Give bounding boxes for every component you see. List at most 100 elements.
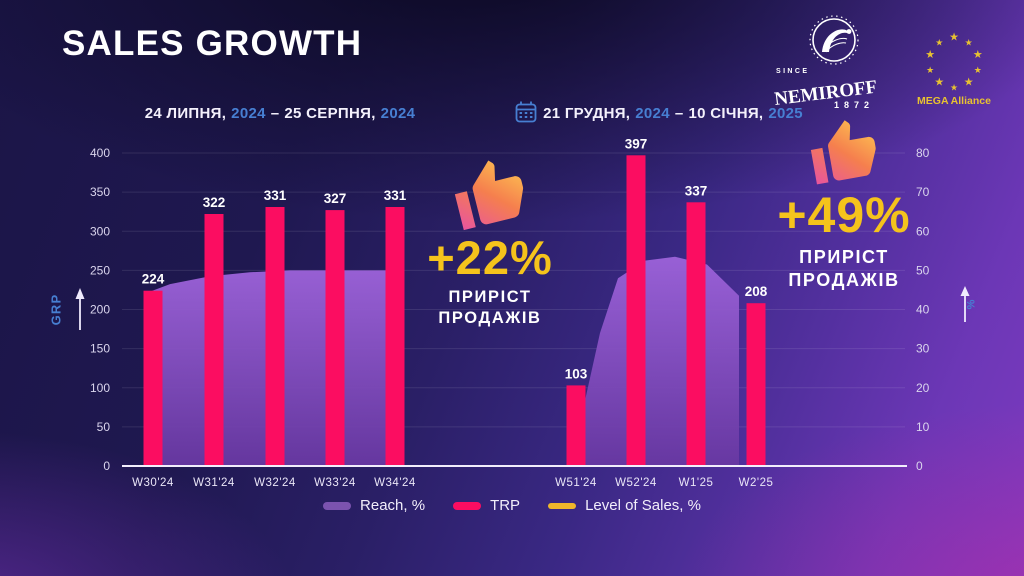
bar-value-label: 224 [142, 272, 165, 287]
star-icon: ★ [973, 49, 983, 61]
legend-item-reach: Reach, % [323, 497, 425, 514]
star-icon: ★ [926, 65, 934, 75]
growth-callout-left: +22% ПРИРІСТ ПРОДАЖІВ [404, 158, 576, 328]
trp-bar [746, 303, 766, 466]
growth-value-right: +49% [777, 187, 911, 243]
period-right-text2: 10 СІЧНЯ, [688, 105, 764, 122]
x-axis-label: W51'24 [555, 477, 597, 489]
legend-label: Reach, % [360, 497, 426, 514]
chart-legend: Reach, % TRP Level of Sales, % [0, 497, 1024, 514]
x-axis-label: W52'24 [615, 477, 657, 489]
trp-bar [686, 202, 706, 467]
left-axis-tick: 400 [90, 146, 110, 160]
legend-item-sales: Level of Sales, % [548, 497, 701, 514]
trp-bar [265, 207, 285, 466]
sales-line-swatch-icon [548, 502, 577, 509]
bar-value-label: 331 [384, 188, 407, 203]
star-icon: ★ [925, 49, 935, 61]
period-left-dash: – [270, 105, 280, 122]
nemiroff-year-text: 1872 [834, 100, 874, 110]
thumbs-up-icon [810, 120, 876, 185]
period-right: 21 ГРУДНЯ, 2024 – 10 СІЧНЯ, 2025 [543, 105, 803, 122]
right-axis-tick: 30 [916, 342, 930, 356]
x-axis-label: W32'24 [254, 477, 296, 489]
period-left: 24 ЛИПНЯ, 2024 – 25 СЕРПНЯ, 2024 [145, 105, 415, 122]
star-icon: ★ [964, 77, 974, 89]
calendar-icon [515, 101, 537, 123]
x-axis-label: W31'24 [193, 477, 235, 489]
star-icon: ★ [974, 65, 982, 75]
right-axis-tick: 0 [916, 459, 923, 473]
right-axis-tick: 20 [916, 381, 930, 395]
right-axis-arrow-icon [960, 286, 970, 322]
period-left-year1: 2024 [231, 105, 266, 122]
trp-swatch-icon [453, 501, 482, 510]
star-icon: ★ [934, 77, 944, 89]
period-right-year1: 2024 [635, 105, 670, 122]
nemiroff-since-text: SINCE [776, 68, 809, 75]
bar-value-label: 397 [625, 136, 648, 151]
x-axis-label: W2'25 [739, 477, 774, 489]
left-axis-tick: 150 [90, 342, 110, 356]
nemiroff-logo: SINCE NEMIROFF 1872 [773, 15, 878, 110]
trp-bar [385, 207, 405, 466]
legend-label: TRP [490, 497, 521, 514]
mega-alliance-text: MEGA Alliance [917, 95, 991, 107]
growth-label-right-2: ПРОДАЖІВ [788, 269, 900, 290]
growth-label-left-2: ПРОДАЖІВ [438, 308, 542, 327]
growth-label-left-1: ПРИРІСТ [448, 288, 532, 306]
right-axis-tick: 50 [916, 263, 930, 277]
left-axis-tick: 200 [90, 303, 110, 317]
growth-label-right-1: ПРИРІСТ [799, 247, 889, 267]
x-axis-label: W30'24 [132, 477, 174, 489]
right-axis-tick: 10 [916, 420, 930, 434]
left-axis-tick: 50 [97, 420, 111, 434]
legend-label: Level of Sales, % [585, 497, 701, 514]
thumbs-up-icon [454, 160, 524, 231]
bar-value-label: 327 [324, 191, 347, 206]
left-axis-tick: 350 [90, 185, 110, 199]
trp-bar [626, 155, 646, 467]
right-axis-tick: 40 [916, 303, 930, 317]
reach-swatch-icon [323, 501, 352, 510]
star-icon: ★ [965, 37, 973, 47]
period-right-year2: 2025 [768, 105, 803, 122]
growth-callout-right: +49% ПРИРІСТ ПРОДАЖІВ [754, 118, 934, 291]
period-left-year2: 2024 [380, 105, 416, 122]
left-axis-tick: 250 [90, 263, 110, 277]
trp-bar [143, 290, 163, 466]
bar-value-label: 322 [203, 195, 226, 210]
page-title: SALES GROWTH [62, 24, 363, 63]
period-right-dash: – [674, 105, 684, 122]
x-axis-label: W33'24 [314, 477, 356, 489]
nemiroff-emblem-circle [812, 18, 856, 62]
left-axis-tick: 300 [90, 224, 110, 238]
bar-value-label: 331 [264, 188, 287, 203]
growth-value-left: +22% [427, 231, 553, 284]
star-icon: ★ [935, 37, 943, 47]
right-axis-tick: 80 [916, 146, 930, 160]
right-axis-title: % [965, 298, 978, 310]
bar-value-label: 103 [565, 366, 588, 381]
left-axis-arrow-icon [75, 288, 85, 330]
trp-bar [566, 385, 586, 466]
left-axis-title: GRP [48, 293, 64, 326]
bar-value-label: 208 [745, 284, 768, 299]
bar-value-label: 337 [685, 183, 708, 198]
star-icon: ★ [950, 83, 958, 93]
legend-item-trp: TRP [453, 497, 520, 514]
star-icon: ★ [949, 32, 959, 44]
trp-bar [204, 214, 224, 466]
right-axis-tick: 60 [916, 224, 930, 238]
x-axis-label: W1'25 [679, 477, 714, 489]
x-axis-label: W34'24 [374, 477, 416, 489]
period-left-text2: 25 СЕРПНЯ, [284, 105, 376, 122]
mega-alliance-logo: ★ ★★★★★★★★★ MEGA Alliance [917, 32, 991, 108]
period-left-text: 24 ЛИПНЯ, [144, 105, 227, 122]
nemiroff-eagle-icon [822, 29, 850, 52]
reach-area [567, 256, 739, 466]
trp-bar [325, 210, 345, 466]
star-circle-icon: ★ ★★★★★★★★★ [925, 32, 983, 93]
